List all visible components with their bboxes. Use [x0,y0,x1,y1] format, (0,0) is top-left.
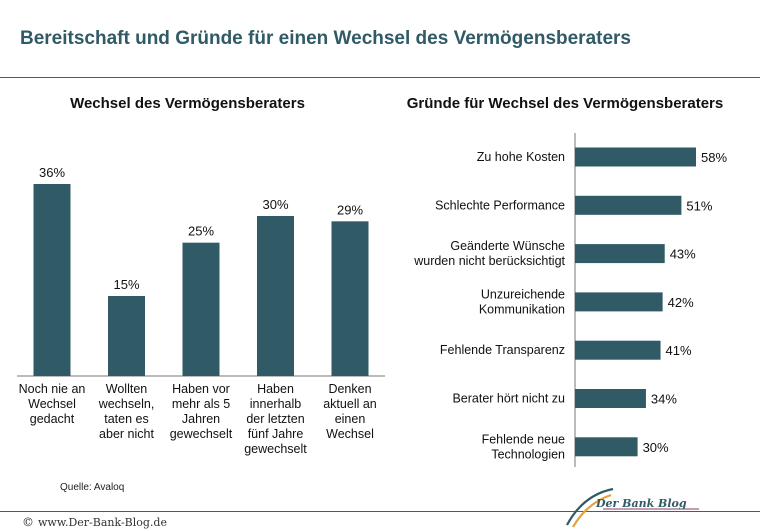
left-bar-value-label: 36% [39,165,65,180]
right-bar-value-label: 58% [701,150,727,165]
left-category-label: Wollten wechseln, taten es aber nicht [98,382,155,441]
right-bar [575,389,646,408]
left-bar [33,184,71,376]
right-category-label: Berater hört nicht zu [452,392,565,406]
title-divider [0,77,760,78]
right-chart-title: Gründe für Wechsel des Vermögensberaters [406,95,724,112]
right-bar [575,437,638,457]
right-bar [575,244,665,264]
right-bar-value-label: 30% [643,440,669,455]
right-category-label: Geänderte Wünsche wurden nicht berücksich… [413,239,565,268]
page-title: Bereitschaft und Gründe für einen Wechse… [20,28,631,49]
right-bar-value-label: 41% [666,343,692,358]
left-bar-value-label: 25% [188,224,214,239]
right-category-label: Fehlende neue Technologien [482,432,565,461]
logo-text: Der Bank Blog [596,497,687,510]
right-bar-value-label: 34% [651,392,677,407]
bank-blog-logo-icon [566,487,699,528]
right-bar [575,195,682,215]
right-category-label: Fehlende Transparenz [440,343,565,357]
right-bar-value-label: 51% [686,198,712,213]
copyright-symbol: © [22,515,34,529]
left-bar-value-label: 29% [337,202,363,217]
footer-url-text: www.Der-Bank-Blog.de [38,516,167,529]
right-category-label: Unzureichende Kommunikation [479,287,565,316]
left-chart-title: Wechsel des Vermögensberaters [70,95,305,112]
left-bar-value-label: 30% [262,197,288,212]
right-bar [575,147,696,167]
right-bar [575,340,661,360]
left-bar [331,221,369,376]
right-category-label: Schlechte Performance [435,198,565,212]
right-bar-value-label: 42% [668,295,694,310]
source-note: Quelle: Avaloq [60,482,125,493]
left-bar-value-label: 15% [113,277,139,292]
footer-divider [0,511,760,512]
footer-url[interactable]: © www.Der-Bank-Blog.de [22,515,167,529]
right-bar-value-label: 43% [670,247,696,262]
left-category-label: Haben innerhalb der letzten fünf Jahre gewec… [244,382,307,456]
left-bar [257,216,294,376]
left-category-label: Noch nie an Wechsel gedacht [19,382,86,426]
right-bar [575,292,663,312]
left-bar [182,242,220,376]
left-bar [108,296,145,376]
right-category-label: Zu hohe Kosten [477,150,565,164]
left-category-label: Denken aktuell an einen Wechsel [323,382,377,441]
left-category-label: Haben vor mehr als 5 Jahren gewechselt [170,382,233,441]
